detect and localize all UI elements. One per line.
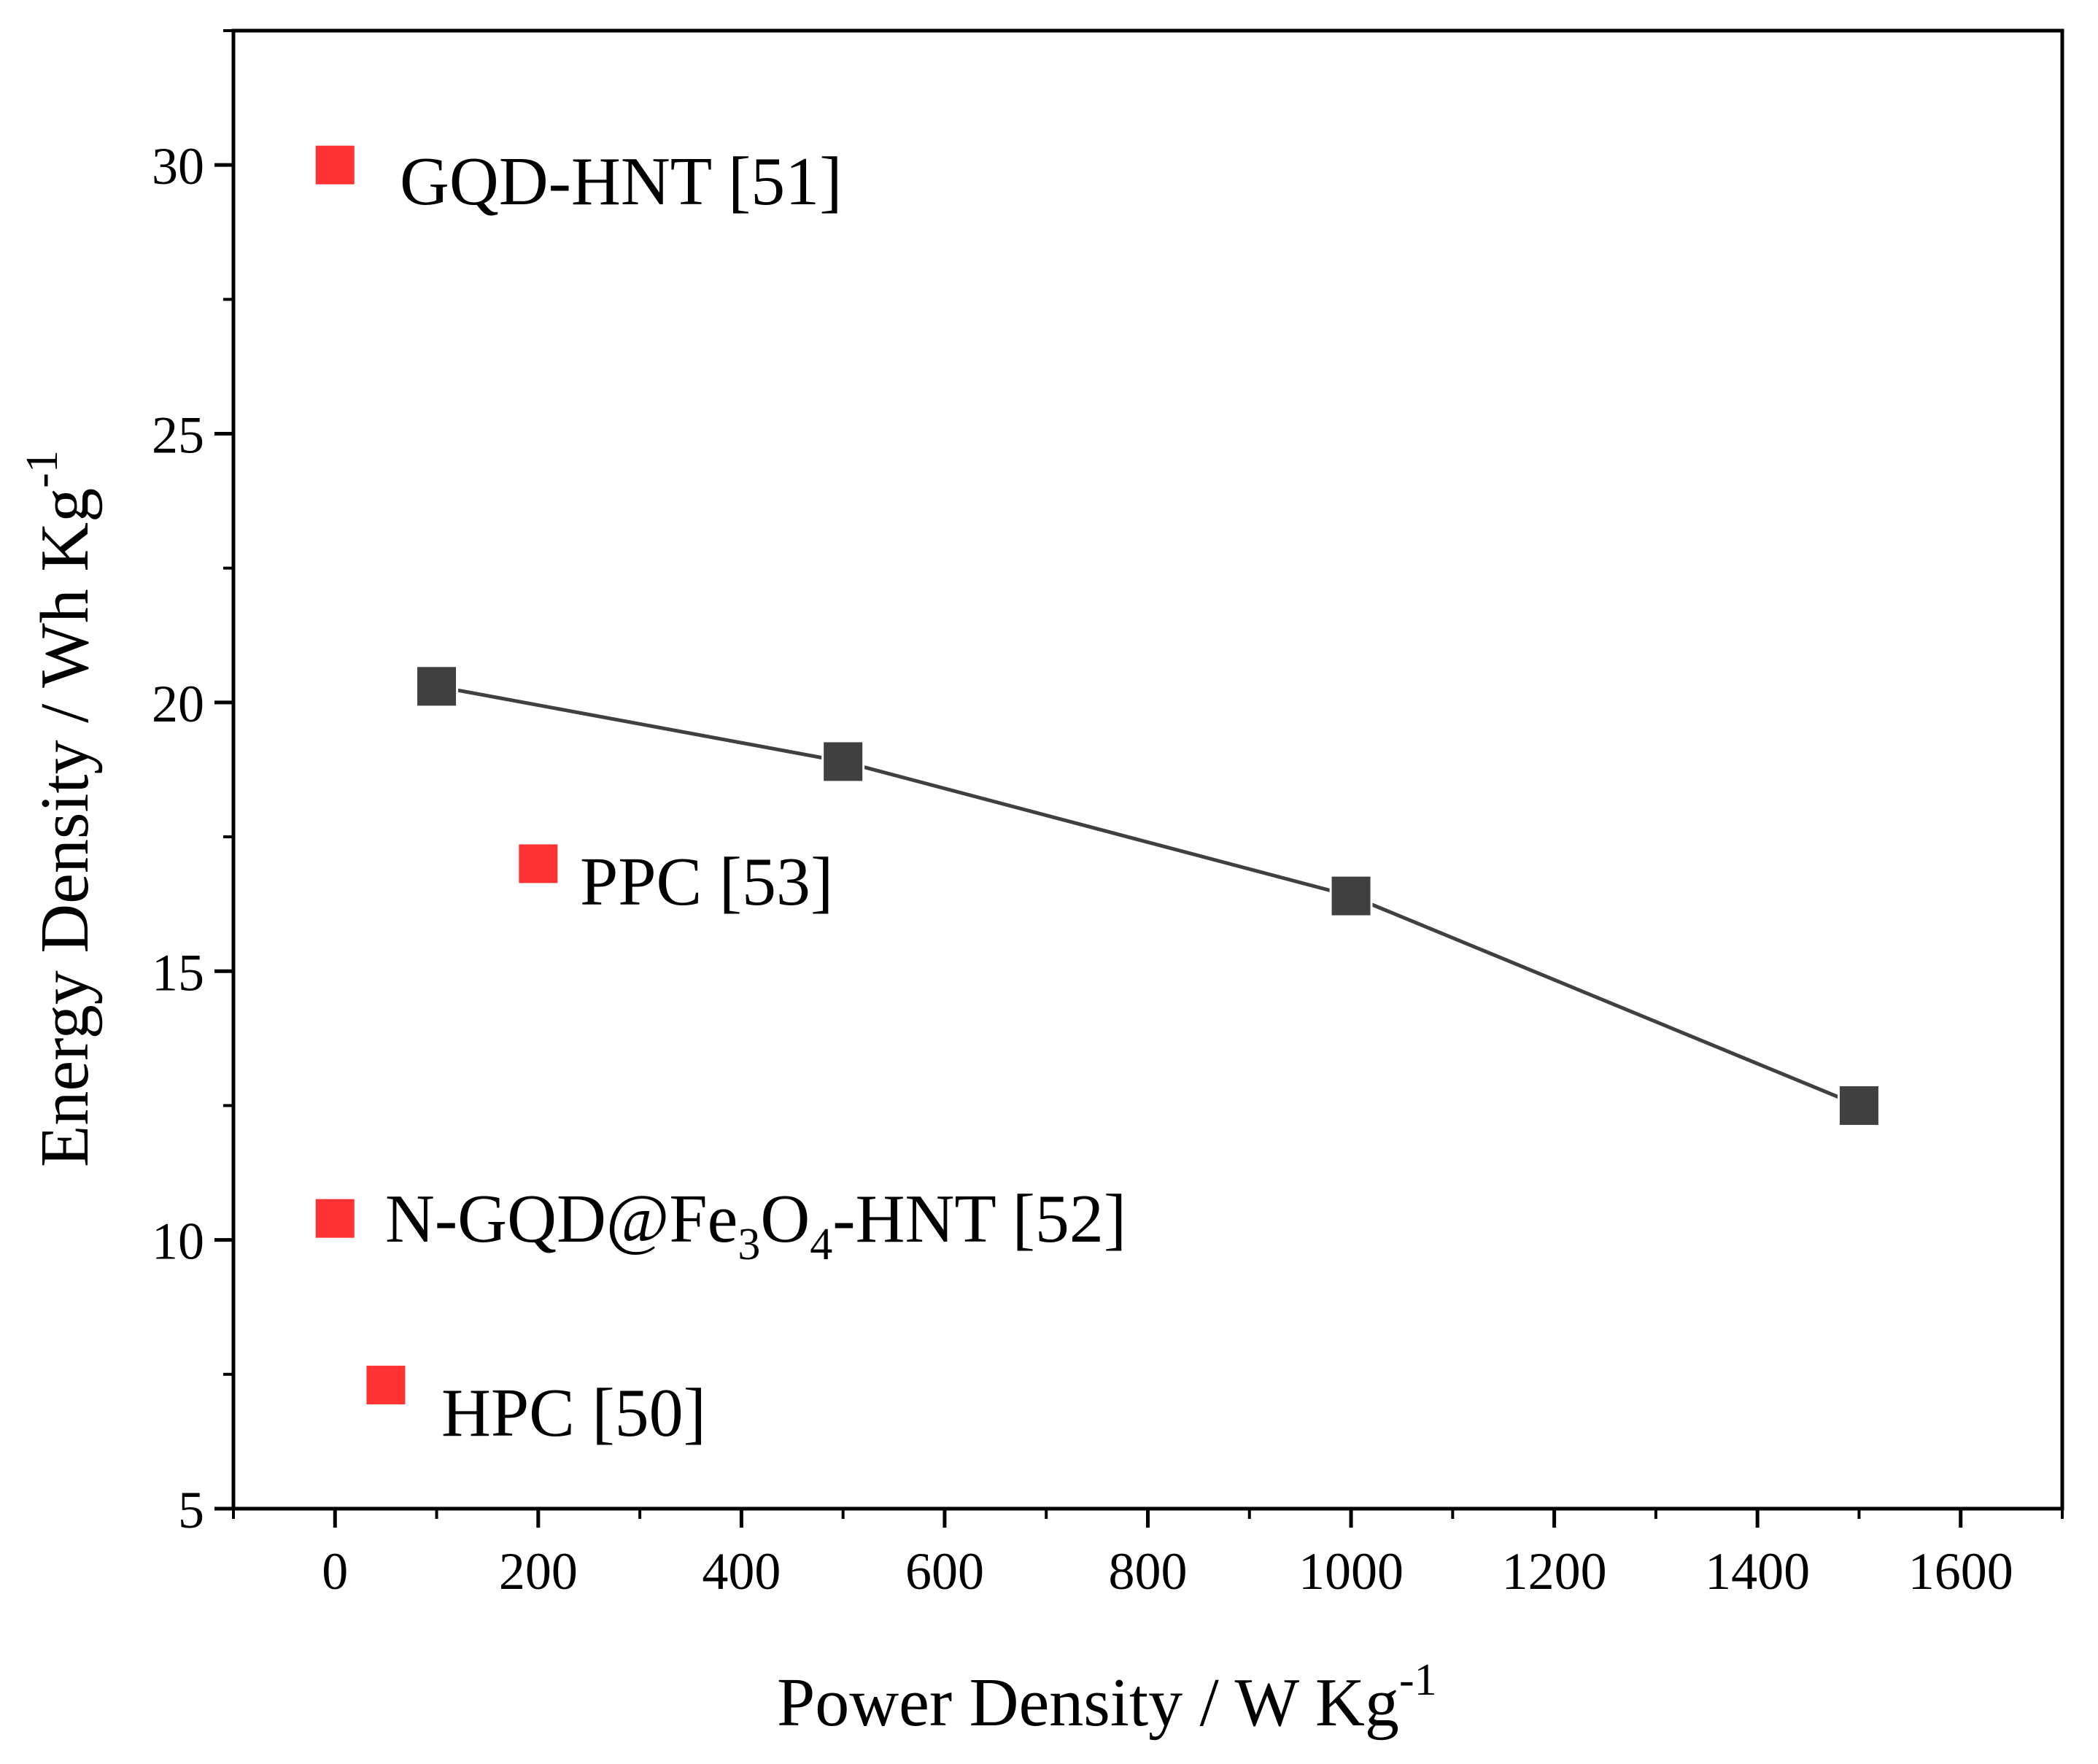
annotation-gqd-hnt: GQD-HNT [51]: [400, 144, 843, 220]
y-axis-title: Energy Density / Wh Kg-1: [18, 450, 103, 1167]
x-tick-label: 800: [1109, 1542, 1188, 1601]
annotation-n-gqd-fe3o4-hnt: N-GQD@Fe3O4-HNT [52]: [385, 1181, 1126, 1269]
y-axis-title-sup: -1: [18, 450, 67, 488]
y-tick-label: 5: [178, 1481, 204, 1539]
data-point-marker: [1837, 1083, 1881, 1127]
data-point-marker: [1329, 874, 1373, 918]
series-line-segment: [436, 684, 844, 764]
x-tick-label: 1000: [1298, 1542, 1404, 1601]
x-tick-label: 200: [499, 1542, 578, 1601]
ticks: 0 200 400 600 800 1000 1200 1400 1600 5 10 15 20 25 30: [152, 29, 2064, 1601]
series-line-segment: [843, 759, 1352, 898]
reference-point-marker: [516, 842, 560, 886]
x-tick-label: 600: [905, 1542, 984, 1601]
axes: [231, 28, 2064, 1511]
reference-point-marker: [313, 1196, 357, 1240]
y-tick-label: 30: [152, 137, 204, 196]
annotation-sub-4: 4: [810, 1220, 832, 1269]
data-point-marker: [415, 665, 459, 708]
annotation-hpc: HPC [50]: [441, 1375, 706, 1451]
plot-frame: [231, 28, 2064, 1511]
annotation-part-hnt: -HNT [52]: [832, 1181, 1126, 1257]
annotation-ppc: PPC [53]: [580, 844, 833, 920]
y-tick-label: 25: [152, 406, 204, 465]
x-tick-label: 400: [702, 1542, 781, 1601]
x-axis-title-text: Power Density / W Kg: [777, 1665, 1399, 1741]
x-tick-label: 1400: [1705, 1542, 1810, 1601]
series-line-segment: [1350, 894, 1860, 1107]
x-tick-label: 1200: [1502, 1542, 1607, 1601]
annotation-sub-3: 3: [738, 1220, 760, 1269]
reference-point-marker: [313, 143, 357, 187]
markers-group: [313, 143, 1881, 1407]
x-tick-label: 0: [322, 1542, 348, 1601]
reference-point-marker: [364, 1363, 408, 1407]
y-tick-label: 20: [152, 675, 204, 733]
y-tick-label: 10: [152, 1212, 204, 1271]
x-tick-label: 1600: [1908, 1542, 2013, 1601]
y-axis-title-text: Energy Density / Wh Kg: [27, 488, 103, 1167]
x-axis-title: Power Density / W Kg-1: [777, 1655, 1437, 1741]
y-tick-label: 15: [152, 943, 204, 1002]
data-point-marker: [821, 740, 865, 784]
annotation-part-o: O: [760, 1181, 810, 1257]
x-axis-title-sup: -1: [1399, 1655, 1437, 1705]
annotation-part-1: N-GQD@Fe: [385, 1181, 738, 1257]
series-line-group: [436, 684, 1860, 1107]
